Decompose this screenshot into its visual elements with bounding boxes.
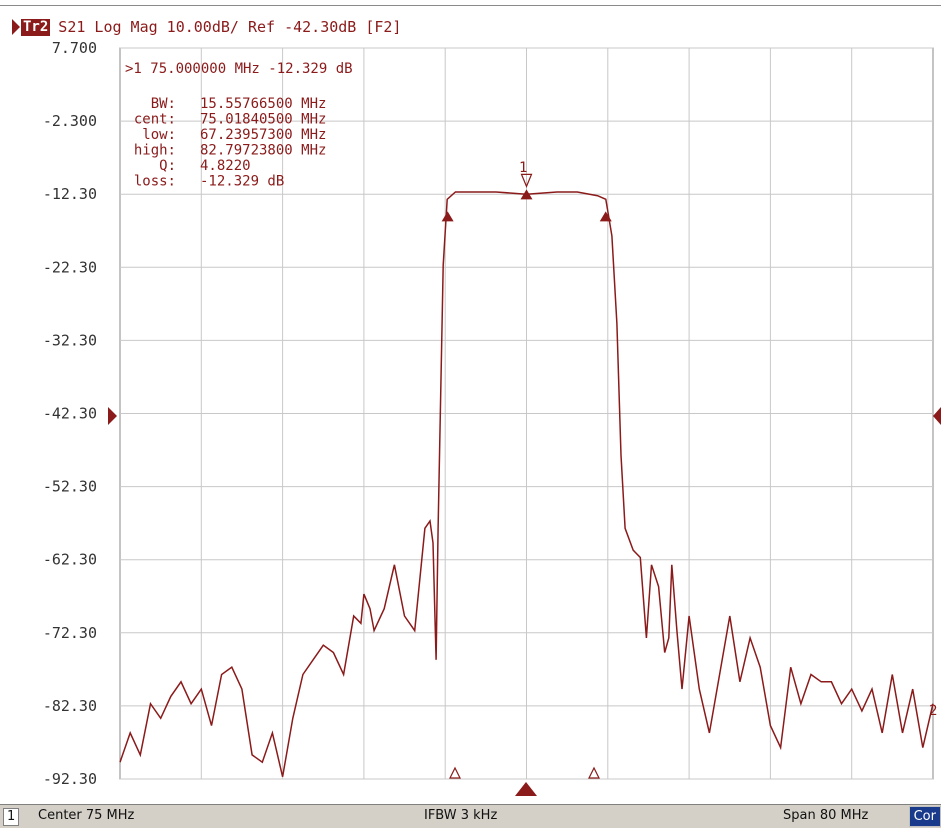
y-tick-labels: 7.700 -2.300 -12.30 -22.30 -32.30 -42.30 -52.3…: [43, 39, 97, 788]
stat-value: 82.79723800 MHz: [200, 143, 326, 159]
stat-value: 15.55766500 MHz: [200, 96, 326, 112]
y-tick-label: -42.30: [43, 405, 97, 423]
low-marker-bottom-icon: [449, 766, 461, 779]
center-frequency[interactable]: Center 75 MHz: [38, 808, 135, 823]
active-trace-arrow-icon: [12, 19, 20, 35]
marker-1-pointer-icon: [520, 173, 533, 188]
stat-label: BW:: [151, 96, 176, 112]
reference-level-left-icon[interactable]: [108, 407, 117, 425]
stat-label: cent:: [134, 112, 176, 128]
y-tick-label: -12.30: [43, 185, 97, 203]
active-marker-readout: >1 75.000000 MHz -12.329 dB: [125, 61, 353, 77]
high-marker-bottom-icon: [588, 766, 600, 779]
y-tick-label: -2.300: [43, 112, 97, 130]
if-bandwidth[interactable]: IFBW 3 kHz: [424, 808, 498, 823]
trace-2-edge-label: 2: [929, 703, 937, 719]
status-bar: 1 Center 75 MHz IFBW 3 kHz Span 80 MHz C…: [0, 804, 941, 828]
stat-value: -12.329 dB: [200, 174, 284, 190]
stat-value: 75.01840500 MHz: [200, 112, 326, 128]
y-tick-label: -32.30: [43, 331, 97, 349]
reference-level-right-icon[interactable]: [933, 407, 941, 425]
y-tick-label: -22.30: [43, 258, 97, 276]
marker-1-icon[interactable]: [520, 189, 533, 200]
stimulus-center-icon[interactable]: [515, 782, 537, 796]
window-top-edge: [0, 0, 941, 6]
chart-plot[interactable]: 7.700 -2.300 -12.30 -22.30 -32.30 -42.30 -52.3…: [0, 0, 941, 804]
marker-low-icon[interactable]: [441, 211, 454, 222]
stat-label: high:: [134, 143, 176, 159]
stat-value: 4.8220: [200, 158, 251, 174]
correction-badge[interactable]: Cor: [908, 806, 941, 827]
trace-settings-label: S21 Log Mag 10.00dB/ Ref -42.30dB [F2]: [58, 18, 402, 36]
y-tick-label: -72.30: [43, 624, 97, 642]
s21-trace-line: [119, 191, 934, 777]
y-tick-label: 7.700: [52, 39, 97, 57]
trace-header[interactable]: Tr2 S21 Log Mag 10.00dB/ Ref -42.30dB [F…: [12, 16, 401, 38]
stat-label: loss:: [134, 174, 176, 190]
marker-high-icon[interactable]: [599, 211, 612, 222]
y-tick-label: -52.30: [43, 478, 97, 496]
stat-label: low:: [142, 127, 176, 143]
grid: [120, 47, 933, 780]
channel-number[interactable]: 1: [3, 808, 20, 826]
stat-value: 67.23957300 MHz: [200, 127, 326, 143]
stat-label: Q:: [159, 158, 176, 174]
span-frequency[interactable]: Span 80 MHz: [783, 808, 869, 823]
y-tick-label: -62.30: [43, 551, 97, 569]
y-tick-label: -92.30: [43, 770, 97, 788]
y-tick-label: -82.30: [43, 697, 97, 715]
markers: [441, 173, 612, 222]
marker-1-label: 1: [519, 160, 527, 176]
bandwidth-stats: BW: 15.55766500 MHz cent: 75.01840500 MHz lo…: [134, 96, 327, 190]
trace-badge[interactable]: Tr2: [21, 18, 51, 36]
